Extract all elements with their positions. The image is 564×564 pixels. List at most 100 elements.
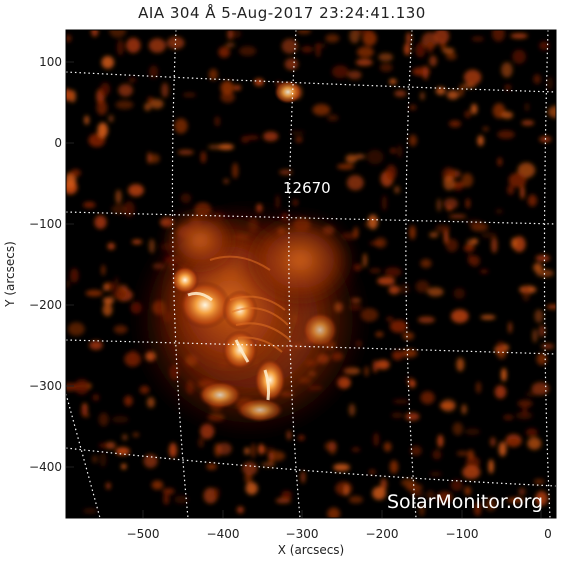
plasma-blob	[479, 269, 489, 274]
plasma-blob	[139, 385, 150, 394]
plasma-blob	[433, 30, 450, 45]
plasma-blob	[497, 130, 515, 139]
plasma-blob	[394, 186, 400, 194]
plasma-blob	[420, 258, 432, 268]
plasma-blob	[435, 86, 446, 95]
plasma-blob	[180, 193, 192, 204]
plasma-blob	[525, 102, 529, 112]
y-tick-label: −100	[29, 217, 62, 231]
plasma-blob	[420, 391, 435, 405]
plasma-blob	[315, 43, 321, 58]
plasma-blob	[420, 91, 425, 101]
plasma-blob	[92, 394, 100, 401]
plasma-blob	[292, 199, 299, 206]
plasma-blob	[236, 506, 244, 514]
plasma-blob	[527, 437, 542, 450]
plasma-blob	[405, 483, 423, 492]
plasma-blob	[101, 56, 115, 69]
plasma-blob	[354, 154, 365, 159]
plasma-blob	[345, 154, 358, 163]
plasma-blob	[275, 497, 291, 504]
plasma-blob	[451, 309, 469, 324]
plasma-blob	[456, 357, 465, 372]
plasma-blob	[402, 331, 415, 341]
plasma-blob	[388, 285, 400, 295]
plasma-blob	[417, 316, 435, 324]
plasma-blob	[510, 33, 528, 39]
plasma-blob	[355, 58, 373, 66]
plasma-blob	[103, 283, 110, 292]
image-title: AIA 304 Å 5-Aug-2017 23:24:41.130	[138, 4, 426, 22]
plasma-blob	[389, 460, 399, 474]
plasma-blob	[94, 215, 107, 229]
plasma-blob	[327, 507, 341, 518]
plasma-blob	[372, 486, 386, 500]
plasma-blob	[233, 85, 242, 91]
plasma-blob	[383, 442, 392, 452]
active-region-label: 12670	[283, 179, 331, 197]
plasma-blob	[429, 55, 437, 67]
plasma-blob	[244, 472, 253, 484]
plasma-blob	[70, 169, 81, 177]
plasma-blob	[325, 34, 340, 43]
plasma-blob	[355, 30, 372, 35]
plasma-blob	[377, 276, 396, 286]
x-tick-label: −500	[127, 527, 160, 541]
plasma-blob	[496, 346, 507, 359]
plasma-blob	[115, 100, 134, 110]
plasma-blob	[128, 77, 136, 83]
plasma-blob	[437, 434, 444, 448]
plasma-blob	[470, 103, 478, 115]
x-tick-label: −300	[286, 527, 319, 541]
plasma-blob	[490, 437, 496, 447]
plasma-blob	[364, 366, 369, 377]
plasma-blob	[97, 122, 108, 138]
plasma-blob	[481, 232, 497, 239]
plasma-blob	[525, 428, 538, 437]
plasma-blob	[450, 479, 463, 491]
plasma-blob	[115, 189, 122, 204]
plasma-blob	[102, 303, 113, 317]
plasma-blob	[123, 395, 133, 407]
plasma-blob	[346, 175, 364, 191]
plasma-blob	[422, 65, 429, 80]
plasma-blob	[241, 135, 250, 144]
plasma-blob	[363, 222, 369, 228]
plasma-blob	[114, 276, 119, 292]
plasma-blob	[251, 443, 256, 459]
plasma-blob	[485, 497, 497, 512]
plasma-blob	[128, 184, 144, 197]
x-tick-label: −200	[366, 527, 399, 541]
plasma-blob	[261, 462, 276, 467]
plasma-blob	[546, 76, 554, 91]
plasma-blob	[74, 379, 90, 395]
plasma-blob	[166, 36, 185, 50]
plasma-blob	[461, 404, 467, 415]
plasma-blob	[149, 65, 159, 79]
plasma-blob	[284, 58, 299, 71]
plasma-blob	[463, 69, 482, 86]
plasma-blob	[506, 497, 524, 503]
plasma-blob	[258, 443, 265, 455]
plasma-blob	[174, 495, 189, 504]
plasma-blob	[540, 343, 555, 350]
plasma-blob	[298, 435, 305, 441]
plasma-blob	[101, 264, 106, 276]
plasma-blob	[300, 470, 306, 484]
plasma-blob	[103, 297, 114, 305]
plasma-blob	[335, 481, 353, 496]
plasma-blob	[463, 244, 475, 252]
plasma-blob	[66, 34, 72, 43]
plasma-blob	[508, 439, 519, 446]
plasma-blob	[535, 491, 548, 506]
plasma-blob	[397, 144, 403, 158]
plasma-blob	[122, 434, 128, 441]
plasma-blob	[132, 432, 140, 437]
plasma-blob	[115, 447, 130, 456]
plasma-blob	[268, 451, 286, 461]
plasma-blob	[491, 237, 498, 254]
plasma-blob	[452, 422, 463, 436]
y-tick-label: 100	[39, 55, 62, 69]
plasma-blob	[163, 493, 170, 505]
plasma-blob	[108, 114, 114, 123]
